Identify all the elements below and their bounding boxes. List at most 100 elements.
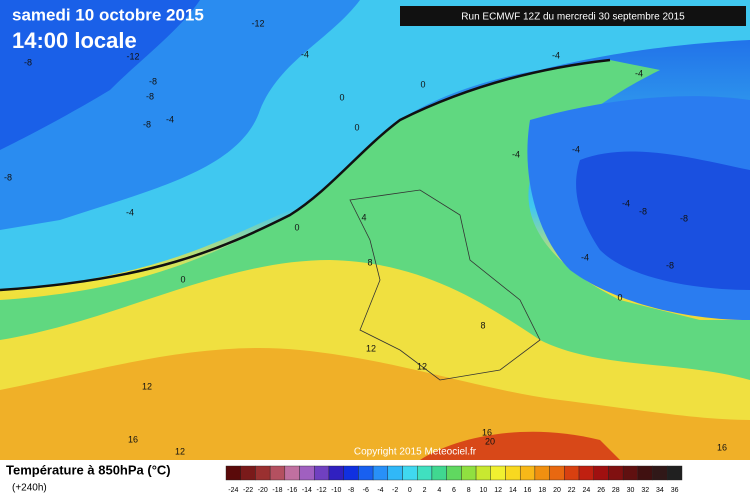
- contour-label: 12: [366, 343, 376, 353]
- legend-label: 4: [437, 487, 441, 494]
- legend-swatch: [667, 465, 683, 481]
- legend-label: 20: [553, 487, 561, 494]
- contour-label: -4: [635, 68, 643, 78]
- contour-label: 16: [482, 427, 492, 437]
- contour-label: 4: [361, 212, 366, 222]
- contour-label: -8: [666, 260, 674, 270]
- contour-label: -8: [143, 119, 151, 129]
- legend-label: 30: [627, 487, 635, 494]
- legend-label: 24: [582, 487, 590, 494]
- legend-swatch: [475, 465, 491, 481]
- contour-label: 16: [128, 434, 138, 444]
- legend-swatch: [225, 465, 241, 481]
- contour-label: -12: [126, 51, 139, 61]
- copyright: Copyright 2015 Meteociel.fr: [354, 447, 477, 458]
- legend-swatch: [549, 465, 565, 481]
- contour-label: 16: [717, 442, 727, 452]
- legend-label: 8: [467, 487, 471, 494]
- contour-label: -12: [251, 18, 264, 28]
- legend-label: -8: [348, 487, 354, 494]
- legend-label: -6: [363, 487, 369, 494]
- legend-label: -14: [302, 487, 312, 494]
- contour-label: 0: [339, 92, 344, 102]
- legend-swatch: [402, 465, 418, 481]
- contour-label: -4: [572, 144, 580, 154]
- legend-swatch: [622, 465, 639, 481]
- legend-lead: (+240h): [12, 483, 47, 494]
- legend-label: 18: [538, 487, 546, 494]
- legend-label: -10: [331, 487, 341, 494]
- hot-core: [420, 431, 620, 460]
- contour-label: 8: [367, 257, 372, 267]
- legend-swatch: [269, 465, 286, 481]
- legend-swatch: [255, 465, 271, 481]
- legend-swatch: [372, 465, 389, 481]
- legend-swatch: [328, 465, 344, 481]
- contour-label: -4: [622, 198, 630, 208]
- contour-label: 20: [485, 436, 495, 446]
- legend-swatch: [417, 465, 433, 481]
- legend-title: Température à 850hPa (°C): [6, 462, 171, 477]
- cold-core: [0, 0, 200, 150]
- legend-swatch: [637, 465, 653, 481]
- contour-label: -4: [581, 252, 589, 262]
- coastline: [349, 189, 541, 381]
- contour-label: 0: [354, 122, 359, 132]
- legend-label: 16: [524, 487, 532, 494]
- legend-swatch: [505, 465, 521, 481]
- contour-label: -4: [166, 114, 174, 124]
- legend-swatch: [593, 465, 609, 481]
- legend-swatch: [461, 465, 477, 481]
- legend-swatch: [446, 465, 462, 481]
- contour-label: 8: [480, 320, 485, 330]
- contour-label: -4: [301, 49, 309, 59]
- legend-label: -16: [287, 487, 297, 494]
- cold-core-east: [576, 151, 750, 290]
- legend-swatch: [431, 465, 447, 481]
- contour-label: 12: [417, 361, 427, 371]
- legend-swatch: [564, 465, 580, 481]
- legend-swatch: [284, 465, 300, 481]
- legend-label: 12: [494, 487, 502, 494]
- legend-label: 34: [656, 487, 664, 494]
- legend-label: 32: [641, 487, 649, 494]
- legend-label: 14: [509, 487, 517, 494]
- legend-label: 2: [423, 487, 427, 494]
- contour-label: -8: [639, 206, 647, 216]
- contour-label: -8: [146, 91, 154, 101]
- contour-label: 0: [294, 222, 299, 232]
- legend-label: -24: [228, 487, 238, 494]
- date: samedi 10 octobre 2015: [12, 5, 204, 24]
- legend-swatch: [358, 465, 374, 481]
- contour-label: -4: [126, 207, 134, 217]
- zero-isotherm: [0, 58, 611, 292]
- contour-label: 12: [142, 381, 152, 391]
- legend-swatch: [534, 465, 550, 481]
- legend-label: -4: [377, 487, 383, 494]
- legend-swatch: [490, 465, 506, 481]
- legend-label: -12: [317, 487, 327, 494]
- legend-label: -2: [392, 487, 398, 494]
- contour-label: -8: [149, 76, 157, 86]
- legend-swatch: [314, 465, 330, 481]
- contour-label: 12: [175, 446, 185, 456]
- contour-label: -4: [512, 149, 520, 159]
- contour-label: -8: [24, 57, 32, 67]
- legend-label: 10: [480, 487, 488, 494]
- run-box: [400, 6, 746, 26]
- contour-label: -8: [680, 213, 688, 223]
- legend-swatch: [652, 465, 668, 481]
- contour-label: 0: [180, 274, 185, 284]
- legend-label: 26: [597, 487, 605, 494]
- legend-swatch: [387, 465, 403, 481]
- contour-label: 0: [617, 292, 622, 302]
- legend-swatch: [343, 465, 359, 481]
- contour-label: 0: [420, 79, 425, 89]
- run-info: Run ECMWF 12Z du mercredi 30 septembre 2…: [461, 12, 685, 23]
- legend-label: -18: [272, 487, 282, 494]
- legend-label: 22: [568, 487, 576, 494]
- legend-swatch: [299, 465, 315, 481]
- contour-label: -8: [4, 172, 12, 182]
- legend-swatch: [519, 465, 536, 481]
